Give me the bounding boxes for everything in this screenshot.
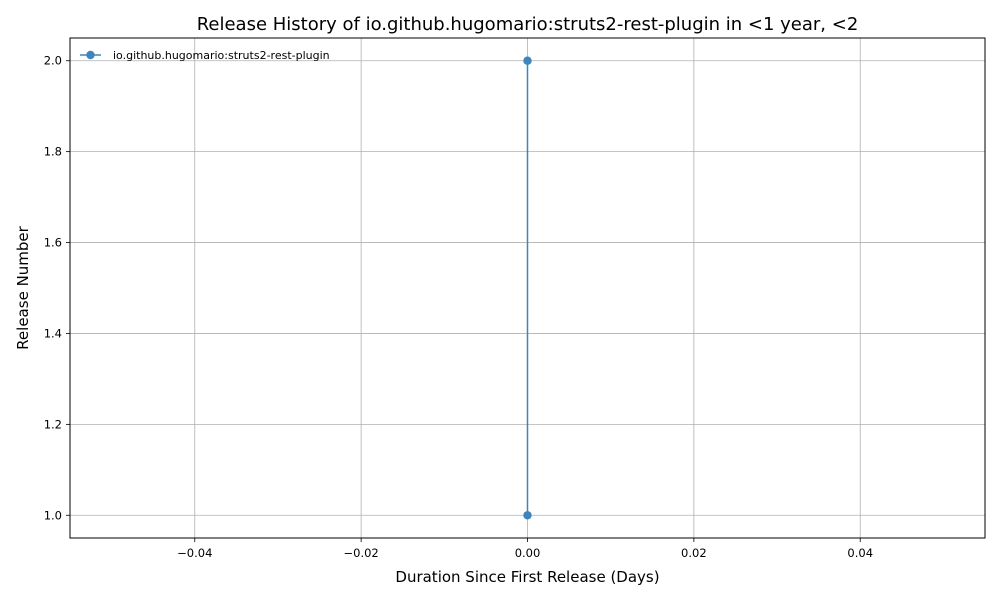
chart-title: Release History of io.github.hugomario:s… <box>197 14 859 35</box>
y-tick-label: 1.4 <box>44 326 62 340</box>
series-layer <box>523 56 532 520</box>
y-tick-label: 2.0 <box>44 54 62 68</box>
data-point <box>523 56 532 65</box>
legend-label: io.github.hugomario:struts2-rest-plugin <box>113 49 330 62</box>
y-axis-label: Release Number <box>14 225 32 349</box>
y-tick-label: 1.8 <box>44 145 62 159</box>
data-point <box>523 511 532 520</box>
y-tick-label: 1.2 <box>44 417 62 431</box>
x-tick-label: −0.04 <box>177 546 212 560</box>
axis-ticks: −0.04 −0.02 0.00 0.02 0.04 1.0 1.2 1.4 1.6 1.8 2.0 <box>44 54 873 560</box>
y-tick-label: 1.6 <box>44 236 62 250</box>
x-tick-label: 0.04 <box>847 546 873 560</box>
legend-marker <box>86 50 95 60</box>
y-tick-label: 1.0 <box>44 508 62 522</box>
x-tick-label: −0.02 <box>344 546 379 560</box>
x-tick-label: 0.02 <box>681 546 707 560</box>
x-tick-label: 0.00 <box>515 546 541 560</box>
x-axis-label: Duration Since First Release (Days) <box>395 568 659 586</box>
legend: io.github.hugomario:struts2-rest-plugin <box>80 49 330 62</box>
